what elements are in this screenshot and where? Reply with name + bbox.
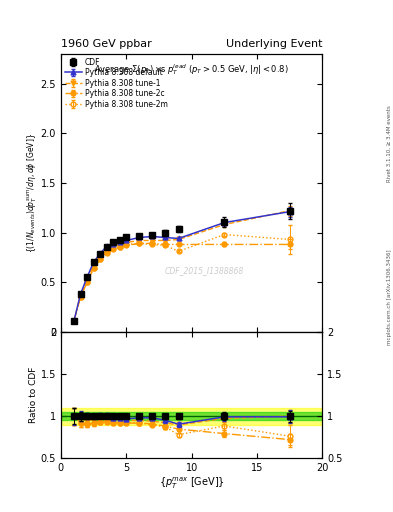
Bar — [61, 408, 322, 424]
Bar — [61, 412, 322, 420]
Text: Underlying Event: Underlying Event — [226, 38, 322, 49]
Y-axis label: $\{(1/N_{events}) dp_T^{sum}/d\eta, d\phi$ [GeV]$\}$: $\{(1/N_{events}) dp_T^{sum}/d\eta, d\ph… — [26, 133, 39, 253]
Text: Average $\Sigma(p_T)$ vs $p_T^{lead}$ ($p_T > 0.5$ GeV, $|\eta| < 0.8$): Average $\Sigma(p_T)$ vs $p_T^{lead}$ ($… — [94, 62, 289, 77]
X-axis label: $\{p_T^{max}$ [GeV]$\}$: $\{p_T^{max}$ [GeV]$\}$ — [159, 476, 224, 492]
Text: 1960 GeV ppbar: 1960 GeV ppbar — [61, 38, 152, 49]
Text: mcplots.cern.ch [arXiv:1306.3436]: mcplots.cern.ch [arXiv:1306.3436] — [387, 249, 392, 345]
Y-axis label: Ratio to CDF: Ratio to CDF — [29, 367, 38, 423]
Legend: CDF, Pythia 8.308 default, Pythia 8.308 tune-1, Pythia 8.308 tune-2c, Pythia 8.3: CDF, Pythia 8.308 default, Pythia 8.308 … — [63, 56, 169, 110]
Text: Rivet 3.1.10, ≥ 3.4M events: Rivet 3.1.10, ≥ 3.4M events — [387, 105, 392, 182]
Text: CDF_2015_I1388868: CDF_2015_I1388868 — [165, 266, 244, 275]
